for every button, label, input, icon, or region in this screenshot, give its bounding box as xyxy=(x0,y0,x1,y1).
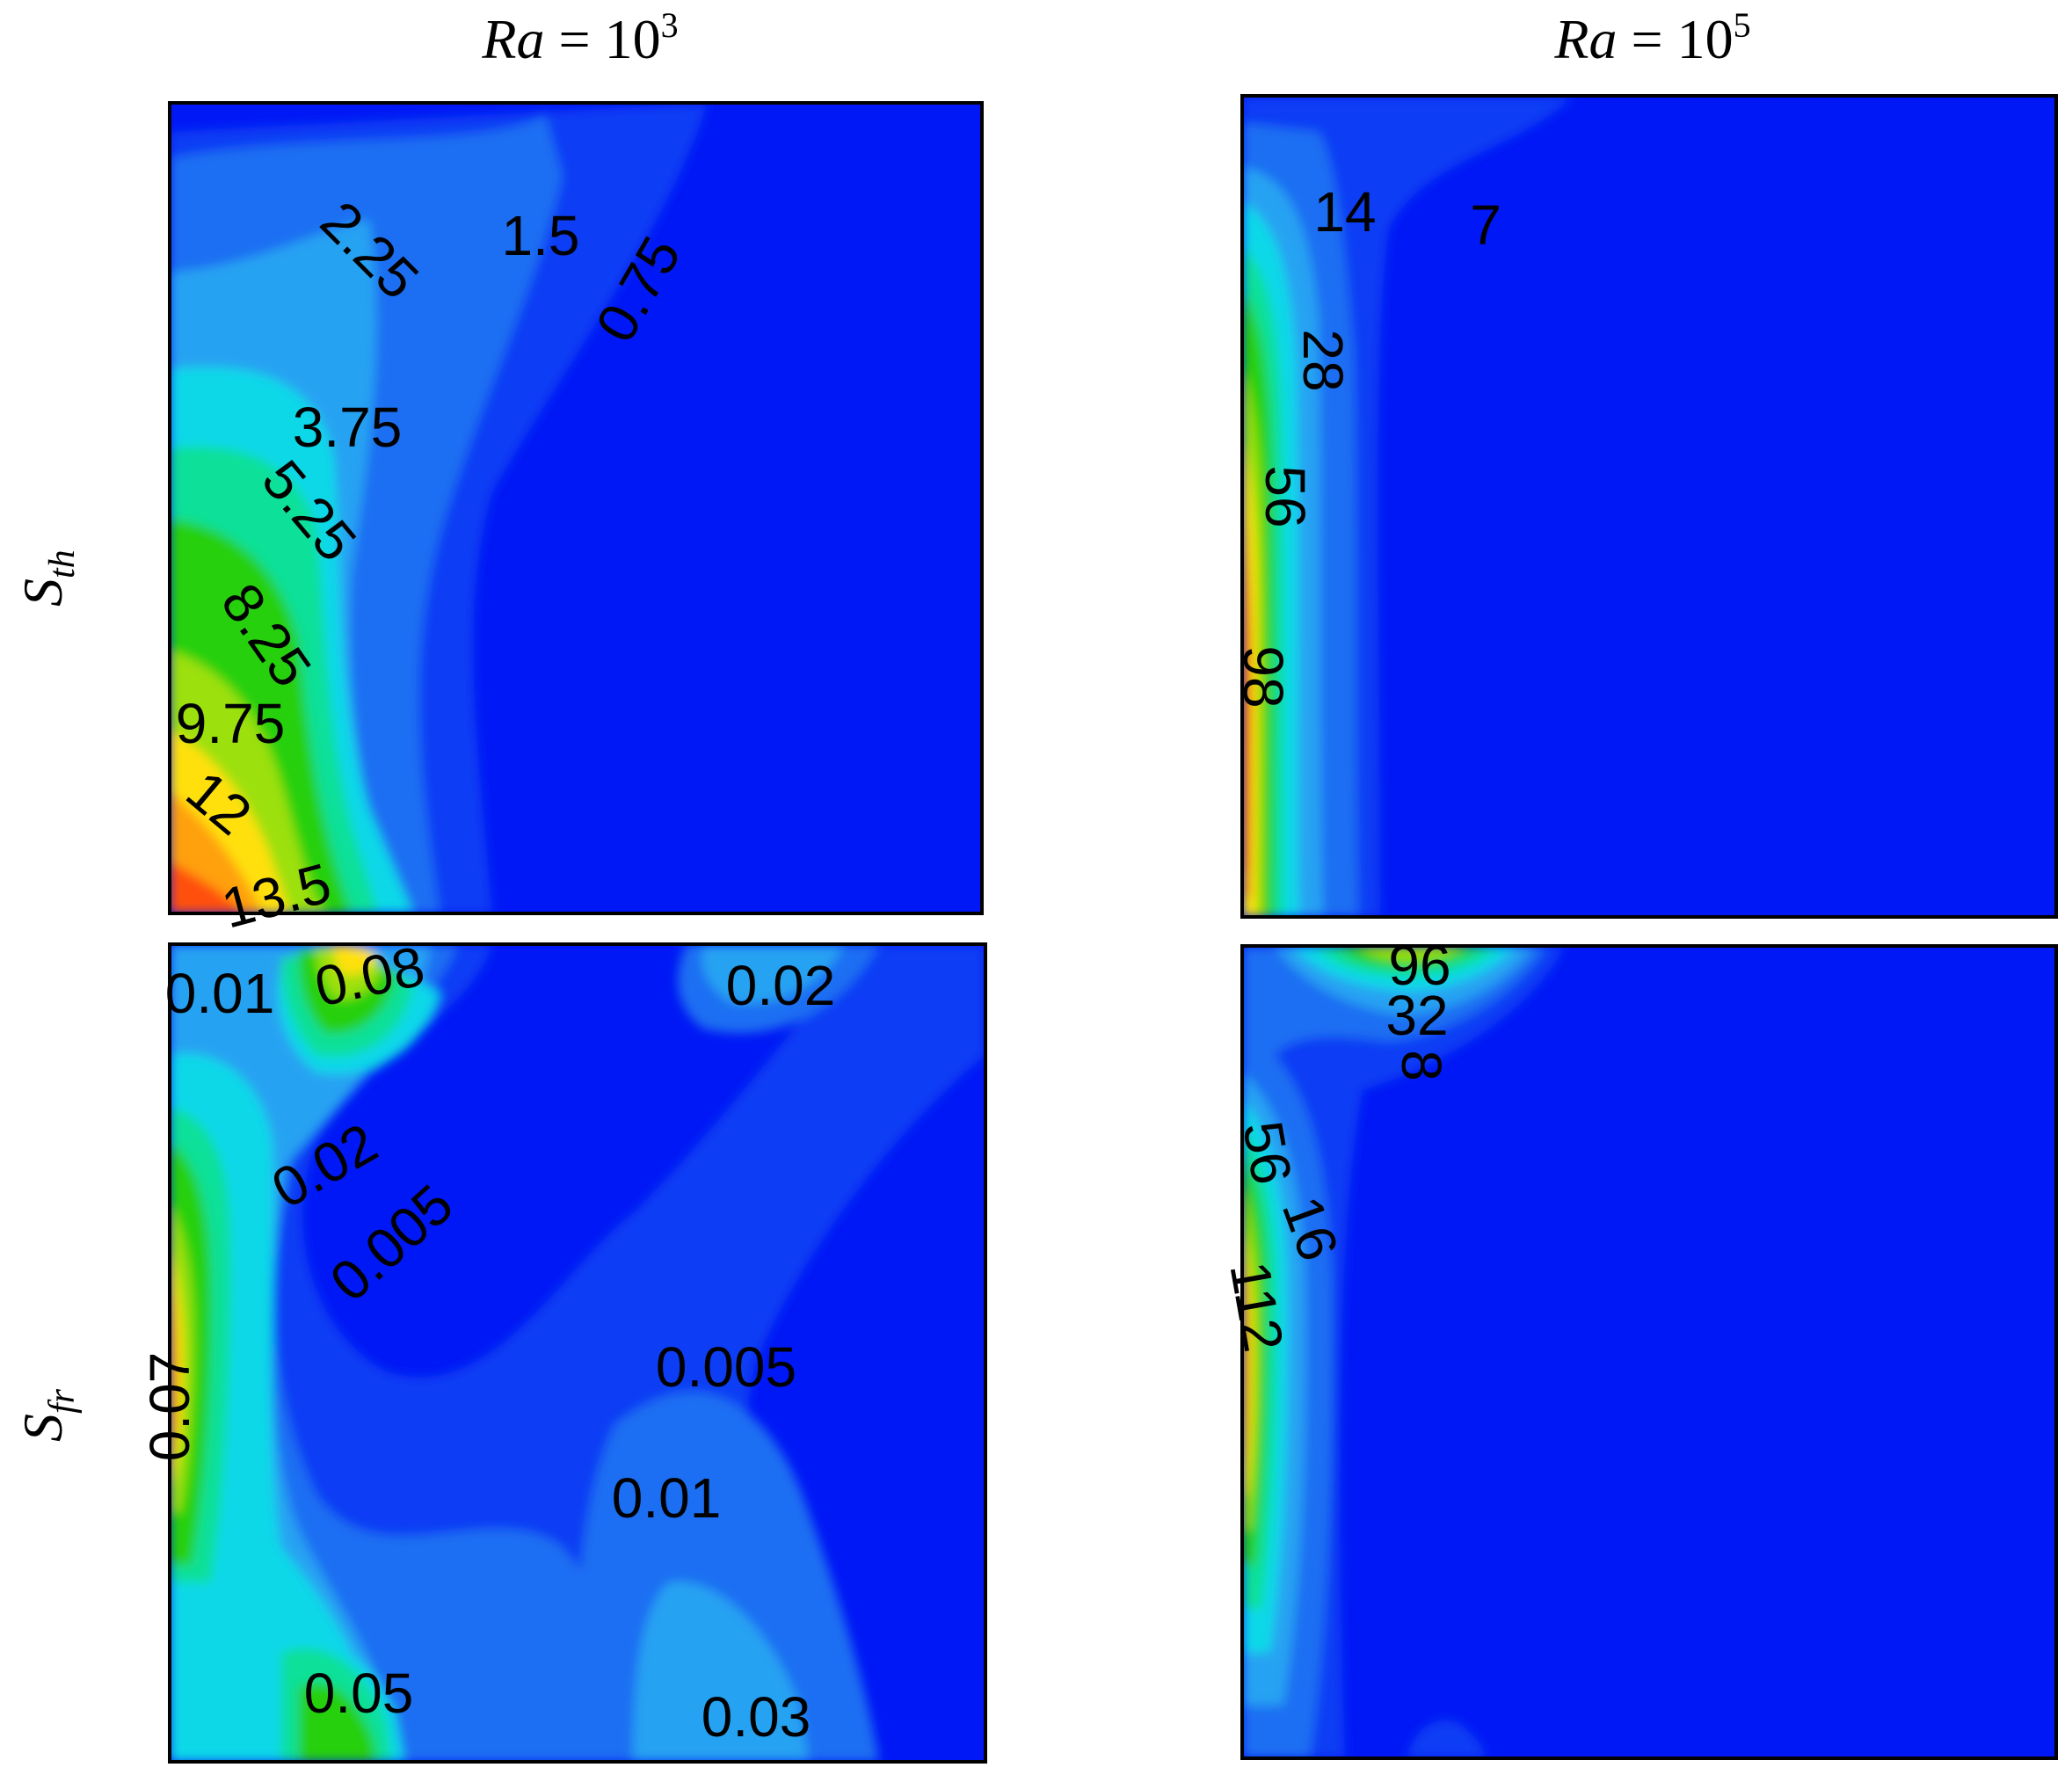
contour-band-l2 xyxy=(170,944,879,1762)
panel-sfr-ra1e5: 96 32 8 56 16 112 xyxy=(1218,934,2058,1760)
contour-label: 0.01 xyxy=(612,1466,722,1530)
panel-sth-ra1e5-field xyxy=(1242,96,2056,917)
contour-label: 8 xyxy=(1390,1050,1453,1081)
panel-frame xyxy=(168,942,987,1764)
panel-sth-ra1e5: 14 7 28 56 98 xyxy=(1232,94,2058,919)
column-title-ra-1e5: Ra = 105 xyxy=(1553,5,1750,70)
contour-labels: 14 7 28 56 98 xyxy=(1232,180,1501,709)
contour-label: 56 xyxy=(1231,1116,1304,1189)
contour-label: 96 xyxy=(1388,934,1450,997)
contour-label: 9.75 xyxy=(176,692,286,755)
panel-frame xyxy=(168,101,984,915)
contour-band-l4 xyxy=(1242,946,1516,1653)
contour-label: 14 xyxy=(1313,180,1376,244)
contour-band-l5 xyxy=(170,955,413,1762)
panel-sth-ra1e3-field xyxy=(170,103,982,913)
contour-label: 56 xyxy=(1254,465,1317,527)
contour-label: 28 xyxy=(1291,329,1355,391)
contour-label: 32 xyxy=(1385,984,1448,1047)
column-title-ra-1e3: Ra = 103 xyxy=(481,5,678,70)
contour-label: 7 xyxy=(1470,193,1501,257)
panel-frame xyxy=(1240,94,2058,919)
contour-label: 1.5 xyxy=(502,204,580,267)
contour-band-l2 xyxy=(1242,946,1547,1758)
contour-label: 112 xyxy=(1218,1257,1296,1357)
contour-label: 0.05 xyxy=(304,1662,414,1725)
panel-sfr-ra1e5-field xyxy=(1242,946,2056,1758)
contour-label: 98 xyxy=(1232,645,1295,708)
panel-sth-ra1e3: 2.25 1.5 0.75 3.75 5.25 8.25 9.75 12 13.… xyxy=(168,101,984,941)
row-label-s-th: Sth xyxy=(11,549,83,607)
contour-label: 0.03 xyxy=(702,1685,811,1749)
contour-label: 0.01 xyxy=(165,962,275,1025)
panel-sfr-ra1e3: 0.01 0.08 0.02 0.02 0.005 0.07 0.005 0.0… xyxy=(138,934,987,1764)
contour-label: 0.07 xyxy=(138,1352,201,1462)
contour-label: 0.02 xyxy=(726,954,836,1017)
panel-sfr-ra1e3-field xyxy=(170,944,985,1762)
contour-label: 0.005 xyxy=(656,1335,796,1399)
contour-band-l9 xyxy=(170,1284,178,1459)
panel-frame xyxy=(1240,944,2058,1760)
contour-label: 3.75 xyxy=(293,396,403,459)
contour-band-l10 xyxy=(170,862,246,913)
contour-band-l5 xyxy=(1242,946,1499,1609)
contour-band-l4 xyxy=(170,964,440,1762)
row-label-s-fr: Sfr xyxy=(11,1388,83,1442)
